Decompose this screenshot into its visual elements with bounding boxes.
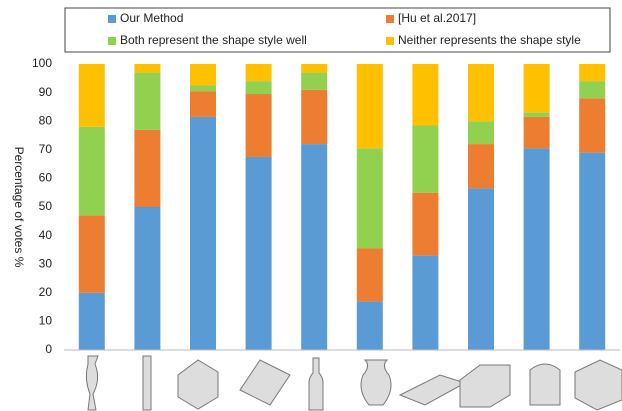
- shape-icons: [85, 355, 622, 411]
- bar-segment: [579, 64, 606, 82]
- icon-chair: [529, 363, 561, 406]
- icon-vase: [360, 359, 392, 406]
- y-tick-label: 100: [32, 56, 52, 70]
- bar-segment: [190, 85, 216, 92]
- icon-building: [177, 359, 219, 410]
- bar-segment: [523, 148, 550, 350]
- icon-truck: [459, 364, 511, 408]
- bar-segment: [523, 116, 550, 149]
- legend-box: [64, 7, 611, 53]
- icon-car: [398, 374, 467, 406]
- y-tick-label: 50: [39, 199, 53, 213]
- y-tick-label: 0: [45, 342, 52, 356]
- bar-segment: [190, 116, 216, 350]
- legend-label: Neither represents the shape style: [398, 33, 581, 47]
- bar-segment: [134, 72, 161, 130]
- bar-segment: [412, 192, 439, 256]
- bar-segment: [412, 64, 439, 126]
- bar-segment: [468, 64, 494, 122]
- bar-segment: [523, 64, 550, 113]
- bar-segment: [245, 81, 272, 95]
- bar-segment: [468, 121, 494, 145]
- bar-segment: [356, 248, 383, 302]
- legend-swatch: [108, 37, 116, 45]
- bar-segment: [190, 91, 216, 117]
- bar-segment: [301, 89, 328, 145]
- y-tick-label: 40: [39, 228, 53, 242]
- legend-label: [Hu et al.2017]: [398, 11, 476, 25]
- bar-segment: [301, 144, 328, 350]
- y-tick-label: 20: [39, 285, 53, 299]
- y-tick-label: 80: [39, 113, 53, 127]
- bar-segment: [78, 215, 105, 293]
- y-tick-label: 10: [39, 314, 53, 328]
- bar-segment: [412, 125, 439, 193]
- legend-swatch: [108, 15, 116, 23]
- bar-segment: [301, 64, 328, 73]
- bar-segment: [356, 148, 383, 249]
- icon-factory: [239, 359, 291, 406]
- icon-bottle: [308, 357, 324, 411]
- bar-segment: [468, 188, 494, 350]
- bar-segment: [245, 64, 272, 82]
- legend-label: Our Method: [120, 11, 183, 25]
- bar-segment: [190, 64, 216, 86]
- legend-label: Both represent the shape style well: [120, 33, 307, 47]
- bar-segment: [579, 152, 606, 350]
- bar-segment: [78, 292, 105, 350]
- bar-segment: [78, 126, 105, 216]
- bar-segment: [523, 112, 550, 117]
- icon-column: [142, 355, 152, 411]
- icon-bed: [574, 359, 622, 411]
- bar-segment: [134, 64, 161, 73]
- bar-segment: [356, 301, 383, 350]
- bar-segment: [78, 64, 105, 127]
- legend-swatch: [386, 37, 394, 45]
- bar-segment: [579, 98, 606, 153]
- bar-segment: [134, 207, 161, 350]
- bar-segment: [412, 255, 439, 350]
- icon-leg: [85, 355, 99, 411]
- bar-segment: [245, 94, 272, 157]
- bar-segment: [245, 156, 272, 350]
- y-tick-label: 60: [39, 171, 53, 185]
- legend-swatch: [386, 15, 394, 23]
- y-tick-label: 90: [39, 85, 53, 99]
- y-axis-title: Percentage of votes %: [12, 147, 26, 268]
- y-tick-label: 70: [39, 142, 53, 156]
- bar-segment: [468, 144, 494, 189]
- y-tick-label: 30: [39, 256, 53, 270]
- bar-segment: [134, 129, 161, 207]
- bar-segment: [356, 64, 383, 149]
- bar-segment: [301, 72, 328, 90]
- bar-segment: [579, 81, 606, 99]
